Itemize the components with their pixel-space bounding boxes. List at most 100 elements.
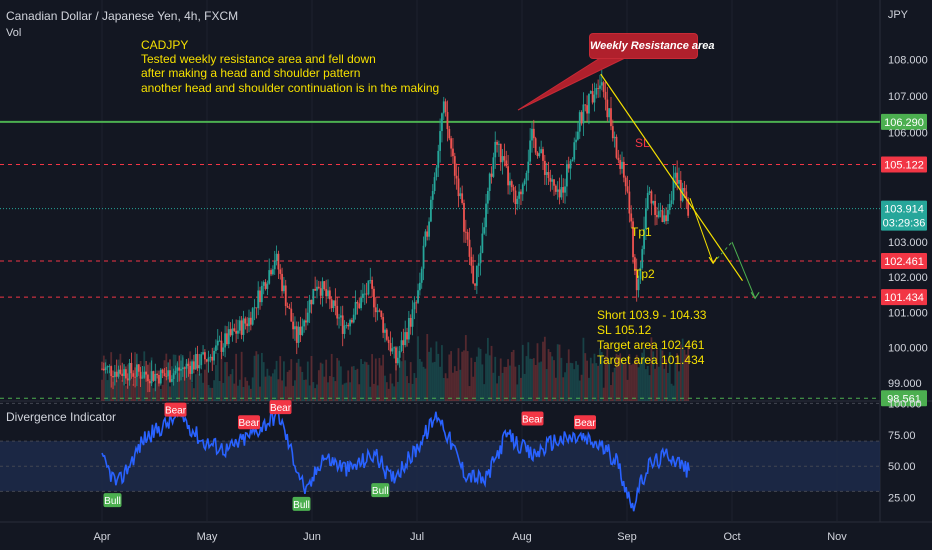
volume-bar xyxy=(459,369,462,401)
candle-body xyxy=(240,320,243,335)
volume-bar xyxy=(332,377,335,401)
candle-body xyxy=(163,373,166,377)
volume-bar xyxy=(639,362,642,401)
candle-body xyxy=(349,319,351,327)
candle-body xyxy=(249,317,252,325)
candle-body xyxy=(123,369,125,377)
candle-body xyxy=(589,91,592,94)
candle-body xyxy=(439,131,441,151)
candle-body xyxy=(299,326,302,335)
candle-body xyxy=(422,245,425,269)
volume-bar xyxy=(389,373,392,401)
volume-bar xyxy=(181,357,184,401)
indicator-tick-label: 75.00 xyxy=(888,430,916,442)
candle-body xyxy=(512,187,515,191)
volume-bar xyxy=(367,364,370,401)
volume-bar xyxy=(509,365,511,401)
volume-bar xyxy=(431,362,434,401)
volume-bar xyxy=(328,376,331,401)
volume-bar xyxy=(615,353,618,401)
volume-label[interactable]: Vol xyxy=(6,27,22,39)
bear-signal-badge xyxy=(164,402,187,417)
volume-bar xyxy=(202,382,204,401)
candle-body xyxy=(676,172,679,184)
candle-body xyxy=(558,189,561,198)
volume-bar xyxy=(448,354,451,401)
candle-body xyxy=(540,149,543,154)
candle-body xyxy=(441,113,443,132)
candle-body xyxy=(104,367,107,371)
volume-bar xyxy=(507,359,509,401)
candle-body xyxy=(260,285,263,303)
candle-body xyxy=(110,366,113,377)
volume-bar xyxy=(281,380,283,401)
volume-bar xyxy=(534,365,537,401)
volume-bar xyxy=(373,383,375,401)
volume-bar xyxy=(490,345,493,401)
candle-body xyxy=(128,362,131,381)
volume-bar xyxy=(562,377,565,401)
candle-body xyxy=(339,315,342,318)
volume-bar xyxy=(330,353,333,401)
volume-bar xyxy=(687,346,690,401)
volume-bar xyxy=(520,377,522,401)
candle-body xyxy=(525,172,528,181)
candle-body xyxy=(385,329,388,340)
x-tick-label: May xyxy=(197,531,218,543)
analysis-note[interactable]: CADJPY Tested weekly resistance area and… xyxy=(141,38,439,95)
volume-bar xyxy=(279,356,282,401)
volume-bar xyxy=(209,387,212,401)
volume-bar xyxy=(626,379,629,401)
volume-bar xyxy=(310,355,313,401)
candle-body xyxy=(159,369,162,384)
candle-body xyxy=(290,308,293,322)
volume-bar xyxy=(610,385,612,401)
candle-body xyxy=(273,260,276,270)
candle-body xyxy=(384,329,386,333)
candle-body xyxy=(248,317,250,327)
volume-bar xyxy=(365,362,368,401)
volume-bar xyxy=(619,353,622,401)
volume-bar xyxy=(553,360,555,401)
volume-bar xyxy=(492,372,495,401)
currency-unit: JPY xyxy=(887,9,908,21)
volume-bar xyxy=(435,341,438,401)
candle-body xyxy=(670,200,673,204)
volume-bar xyxy=(633,359,636,401)
candle-body xyxy=(661,210,664,222)
volume-bar xyxy=(286,371,289,401)
volume-bar xyxy=(113,378,116,401)
candle-body xyxy=(402,340,405,346)
volume-bar xyxy=(573,369,576,401)
bull-signal-badge xyxy=(371,483,390,498)
trade-plan[interactable]: Short 103.9 - 104.33 SL 105.12 Target ar… xyxy=(597,308,706,368)
candle-body xyxy=(192,361,195,370)
candle-body xyxy=(341,315,344,334)
volume-bar xyxy=(624,362,627,401)
volume-bar xyxy=(676,353,679,401)
volume-bar xyxy=(227,376,230,401)
symbol-title[interactable]: Canadian Dollar / Japanese Yen, 4h, FXCM xyxy=(6,9,239,23)
candle-body xyxy=(499,143,502,163)
candle-body xyxy=(668,203,671,211)
signal-label: Bull xyxy=(372,486,389,497)
y-tick-label: 99.000 xyxy=(888,378,922,390)
volume-bar xyxy=(665,359,668,401)
volume-bar xyxy=(418,358,421,401)
tp2-label[interactable]: Tp2 xyxy=(634,267,655,281)
tp1-label[interactable]: Tp1 xyxy=(631,225,652,239)
callout-pointer xyxy=(517,57,626,111)
weekly-resistance-callout[interactable]: Weekly Resistance area xyxy=(590,34,715,58)
price-level-badge xyxy=(881,289,927,306)
volume-bar xyxy=(137,375,140,401)
candle-body xyxy=(268,270,271,284)
indicator-title[interactable]: Divergence Indicator xyxy=(6,410,117,424)
volume-bar xyxy=(659,348,662,401)
sl-label[interactable]: SL xyxy=(635,136,650,150)
volume-bar xyxy=(393,386,396,401)
candle-body xyxy=(536,152,539,157)
candle-body xyxy=(646,192,649,209)
candle-body xyxy=(343,325,346,334)
candle-body xyxy=(459,193,462,197)
